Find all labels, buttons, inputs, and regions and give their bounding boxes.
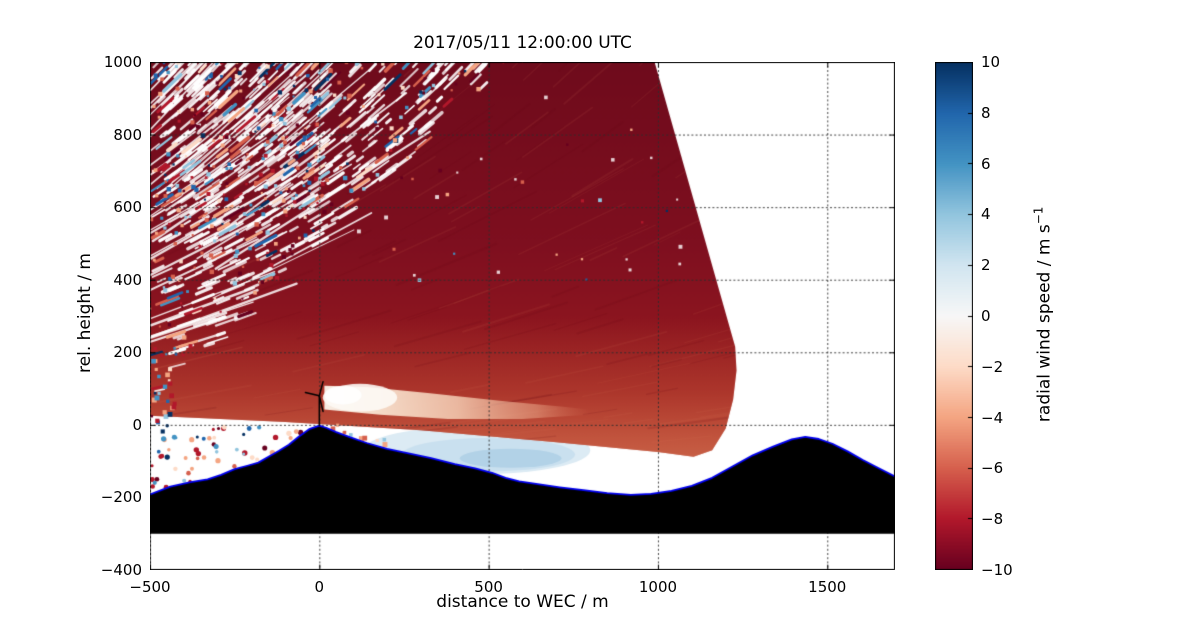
scan-canvas <box>150 62 895 570</box>
y-tick-label: −400 <box>100 561 142 579</box>
colorbar-tick-label: −2 <box>981 357 1004 376</box>
colorbar-tick-label: −4 <box>981 408 1004 427</box>
y-tick-label: 800 <box>113 125 142 144</box>
x-axis-label: distance to WEC / m <box>436 592 609 612</box>
colorbar-tick-label: −8 <box>981 510 1004 529</box>
colorbar-canvas <box>935 62 973 570</box>
colorbar-tick-label: 0 <box>981 307 991 325</box>
colorbar-tick-label: −10 <box>981 561 1013 579</box>
colorbar-tick-label: 10 <box>981 53 1001 71</box>
y-tick-label: −200 <box>100 488 142 507</box>
colorbar-tick-label: 4 <box>981 205 991 224</box>
y-axis-label: rel. height / m <box>75 253 95 373</box>
colorbar-label-text: radial wind speed / m s <box>1034 224 1055 423</box>
colorbar-tick-label: 8 <box>981 103 991 122</box>
y-tick-label: 1000 <box>103 53 142 71</box>
y-tick-label: 200 <box>113 343 142 362</box>
y-tick-label: 0 <box>132 415 142 434</box>
y-tick-label: 400 <box>113 270 142 289</box>
colorbar-label-exponent: −1 <box>1031 206 1046 225</box>
colorbar-tick-label: 6 <box>981 154 991 173</box>
plot-title: 2017/05/11 12:00:00 UTC <box>413 33 632 53</box>
y-tick-label: 600 <box>113 198 142 217</box>
colorbar-tick-label: −6 <box>981 459 1004 478</box>
colorbar-label: radial wind speed / m s−1 <box>1032 164 1055 464</box>
colorbar-tick-label: 2 <box>981 256 991 275</box>
